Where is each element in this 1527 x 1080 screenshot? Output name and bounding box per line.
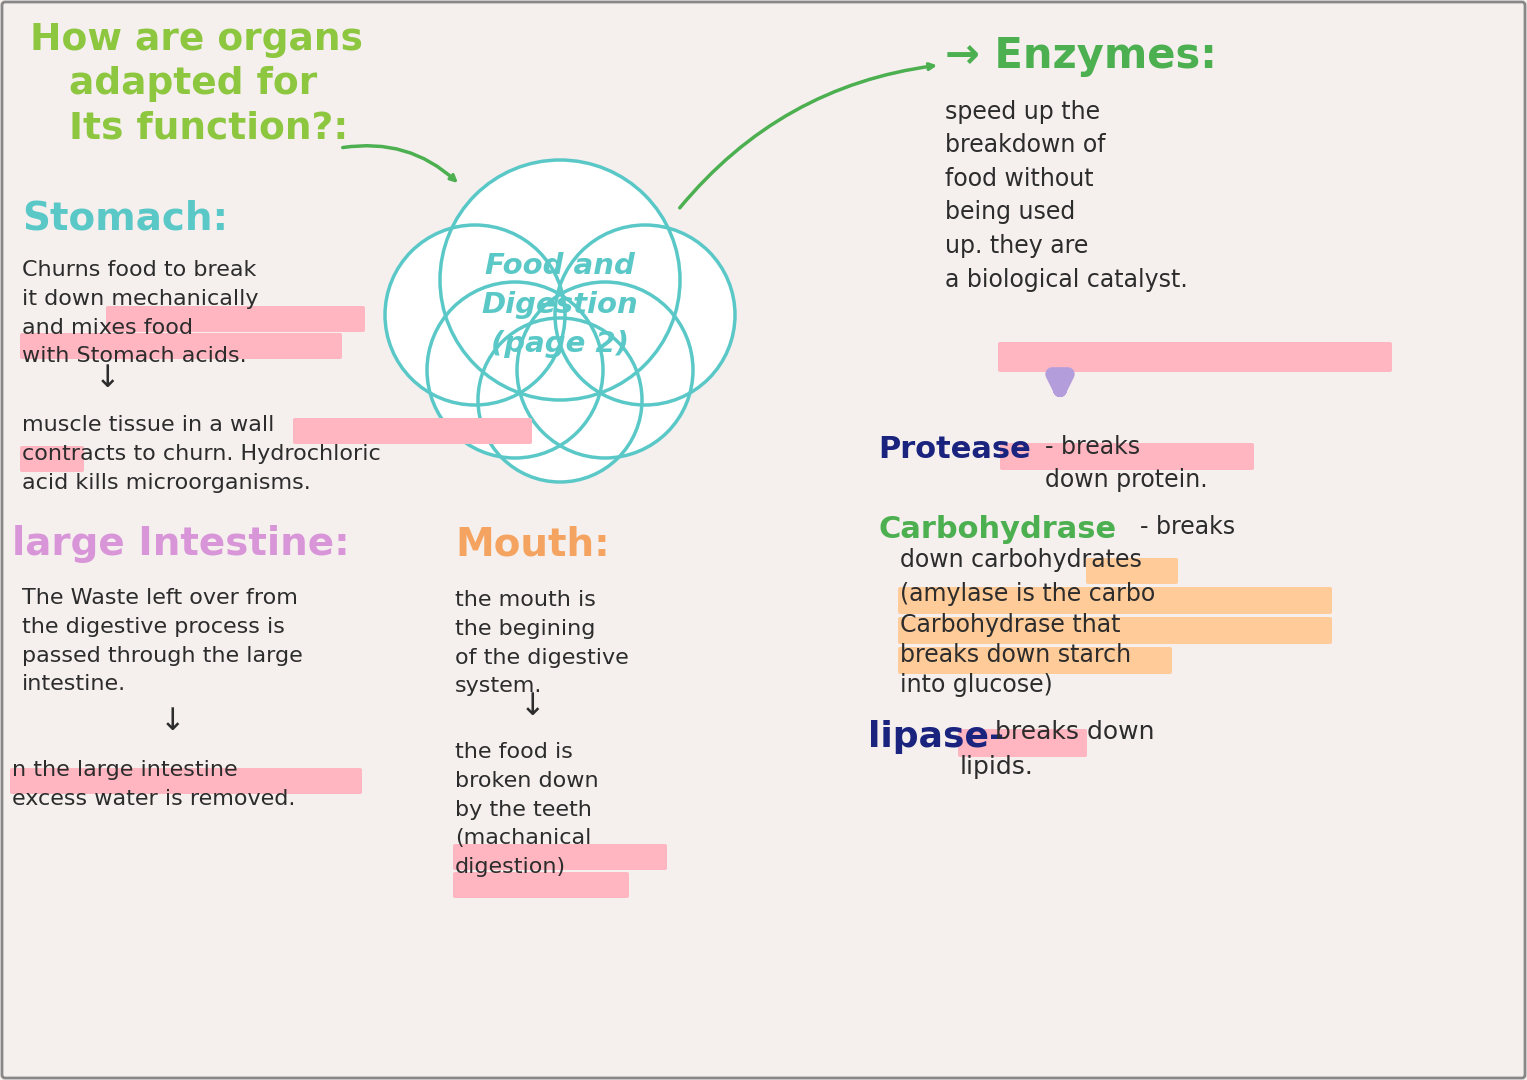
Text: breaks down: breaks down xyxy=(996,720,1154,744)
Text: ↓: ↓ xyxy=(160,707,185,735)
Text: (amylase is the carbo: (amylase is the carbo xyxy=(899,582,1156,606)
Circle shape xyxy=(440,160,680,400)
Text: ↓: ↓ xyxy=(95,364,121,393)
FancyBboxPatch shape xyxy=(454,843,667,870)
Text: Churns food to break
it down mechanically
and mixes food
with Stomach acids.: Churns food to break it down mechanicall… xyxy=(21,260,258,366)
Text: the food is
broken down
by the teeth
(machanical
digestion): the food is broken down by the teeth (ma… xyxy=(455,742,599,877)
Circle shape xyxy=(385,225,565,405)
Text: → Enzymes:: → Enzymes: xyxy=(945,35,1217,77)
FancyBboxPatch shape xyxy=(898,588,1332,615)
Text: Carbohydrase that: Carbohydrase that xyxy=(899,613,1121,637)
FancyBboxPatch shape xyxy=(20,333,342,359)
Circle shape xyxy=(428,282,603,458)
FancyBboxPatch shape xyxy=(11,768,362,794)
FancyBboxPatch shape xyxy=(999,342,1393,372)
Circle shape xyxy=(478,318,641,482)
Text: How are organs
   adapted for
   Its function?:: How are organs adapted for Its function?… xyxy=(31,22,363,147)
Text: speed up the
breakdown of
food without
being used
up. they are
a biological cata: speed up the breakdown of food without b… xyxy=(945,100,1188,292)
FancyBboxPatch shape xyxy=(957,729,1087,757)
Text: Mouth:: Mouth: xyxy=(455,525,609,563)
FancyBboxPatch shape xyxy=(293,418,531,444)
FancyBboxPatch shape xyxy=(898,647,1173,674)
Text: - breaks: - breaks xyxy=(1141,515,1235,539)
FancyBboxPatch shape xyxy=(454,872,629,897)
FancyBboxPatch shape xyxy=(105,306,365,332)
FancyBboxPatch shape xyxy=(898,617,1332,644)
Text: Stomach:: Stomach: xyxy=(21,200,228,238)
Text: - breaks
down protein.: - breaks down protein. xyxy=(1044,435,1208,492)
Text: ↓: ↓ xyxy=(521,692,545,721)
Text: large Intestine:: large Intestine: xyxy=(12,525,350,563)
Text: n the large intestine
excess water is removed.: n the large intestine excess water is re… xyxy=(12,760,295,809)
Text: the mouth is
the begining
of the digestive
system.: the mouth is the begining of the digesti… xyxy=(455,590,629,697)
Text: lipase-: lipase- xyxy=(867,720,1005,754)
Text: Carbohydrase: Carbohydrase xyxy=(878,515,1116,544)
FancyBboxPatch shape xyxy=(1000,443,1254,470)
Circle shape xyxy=(554,225,734,405)
Circle shape xyxy=(518,282,693,458)
Text: Protease: Protease xyxy=(878,435,1031,464)
Text: breaks down starch: breaks down starch xyxy=(899,643,1132,667)
FancyBboxPatch shape xyxy=(1086,558,1177,584)
Text: lipids.: lipids. xyxy=(960,755,1034,779)
Text: Food and
Digestion
(page 2): Food and Digestion (page 2) xyxy=(481,252,638,357)
Text: The Waste left over from
the digestive process is
passed through the large
intes: The Waste left over from the digestive p… xyxy=(21,588,302,694)
Text: down carbohydrates: down carbohydrates xyxy=(899,548,1142,572)
Text: muscle tissue in a wall
contracts to churn. Hydrochloric
acid kills microorganis: muscle tissue in a wall contracts to chu… xyxy=(21,415,380,492)
Text: into glucose): into glucose) xyxy=(899,673,1052,697)
FancyBboxPatch shape xyxy=(20,446,84,472)
